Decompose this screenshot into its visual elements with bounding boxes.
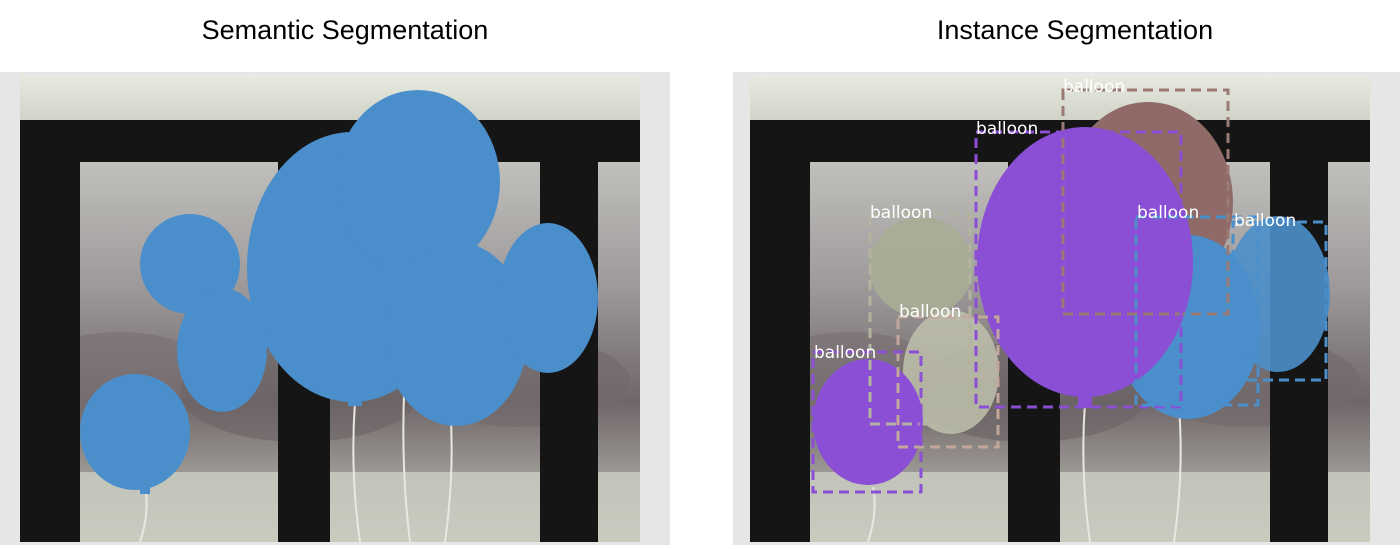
bounding-box — [1231, 220, 1328, 382]
bounding-box — [811, 350, 923, 494]
balloon-instance-mask — [1226, 216, 1330, 372]
bounding-box — [974, 130, 1183, 409]
instance-label: balloon — [899, 302, 961, 322]
semantic-mask — [80, 90, 598, 494]
semantic-scene — [20, 74, 640, 543]
bounding-box — [896, 315, 1000, 449]
instance-segmentation-image: balloon balloon balloon balloon balloon … — [733, 72, 1400, 545]
semantic-segmentation-title: Semantic Segmentation — [201, 15, 489, 45]
bounding-box — [1134, 215, 1260, 407]
bounding-box — [1061, 88, 1230, 316]
instance-label: balloon — [1063, 77, 1125, 97]
instance-label: balloon — [814, 343, 876, 363]
instance-label: balloon — [1137, 203, 1199, 223]
instance-label: balloon — [976, 119, 1038, 139]
semantic-segmentation-image — [0, 72, 670, 545]
instance-label: balloon — [1234, 211, 1296, 231]
balloon-instance-mask — [813, 359, 923, 485]
balloon-instance-mask — [869, 217, 973, 317]
instance-scene: balloon balloon balloon balloon balloon … — [750, 74, 1370, 543]
instance-labels: balloon balloon balloon balloon balloon … — [814, 77, 1296, 363]
instance-masks — [813, 102, 1330, 485]
instance-boxes — [811, 88, 1328, 494]
instance-segmentation-title: Instance Segmentation — [936, 15, 1214, 45]
instance-label: balloon — [870, 203, 932, 223]
balloon-instance-mask — [977, 127, 1193, 397]
